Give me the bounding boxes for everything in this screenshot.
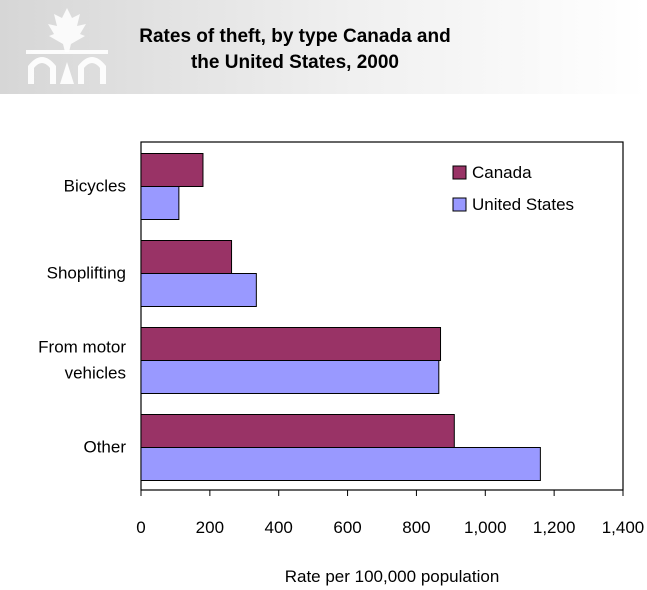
x-tick-label: 1,400: [602, 518, 645, 537]
x-tick-label: 1,000: [464, 518, 507, 537]
bar-united-states-other: [140, 447, 541, 481]
bar-canada-from-motor-vehicles: [140, 327, 442, 361]
maple-leaf-arches-logo: [26, 8, 108, 84]
legend-swatch-united-states: [452, 197, 467, 212]
legend-label-canada: Canada: [472, 163, 532, 182]
x-tick-label: 400: [265, 518, 293, 537]
chart-title-line-1: Rates of theft, by type Canada and: [139, 26, 451, 47]
bar-united-states-bicycles: [140, 186, 180, 220]
bar-united-states-from-motor-vehicles: [140, 360, 440, 394]
x-tick-label: 600: [333, 518, 361, 537]
legend-swatch-canada: [452, 165, 467, 180]
bar-canada-shoplifting: [140, 240, 233, 274]
x-tick-label: 800: [402, 518, 430, 537]
x-axis-title: Rate per 100,000 population: [285, 567, 500, 586]
bar-chart: Bicycles Shoplifting From motor vehicles Oth…: [38, 141, 645, 586]
x-tick-label: 0: [136, 518, 145, 537]
x-tick-label: 1,200: [533, 518, 576, 537]
category-label: Other: [83, 438, 126, 457]
x-tick-label: 200: [196, 518, 224, 537]
bar-canada-other: [140, 414, 455, 448]
category-label: Shoplifting: [47, 264, 126, 283]
plot-area-frame: [140, 141, 624, 491]
legend-label-united-states: United States: [472, 195, 574, 214]
header-banner: Rates of theft, by type Canada and the U…: [0, 0, 647, 94]
bar-canada-bicycles: [140, 153, 204, 187]
bar-united-states-shoplifting: [140, 273, 257, 307]
category-label: vehicles: [65, 364, 126, 383]
chart-title-line-2: the United States, 2000: [190, 52, 400, 73]
category-label: Bicycles: [64, 177, 126, 196]
chart-title: Rates of theft, by type Canada and the U…: [130, 24, 460, 76]
category-label: From motor: [38, 338, 126, 357]
